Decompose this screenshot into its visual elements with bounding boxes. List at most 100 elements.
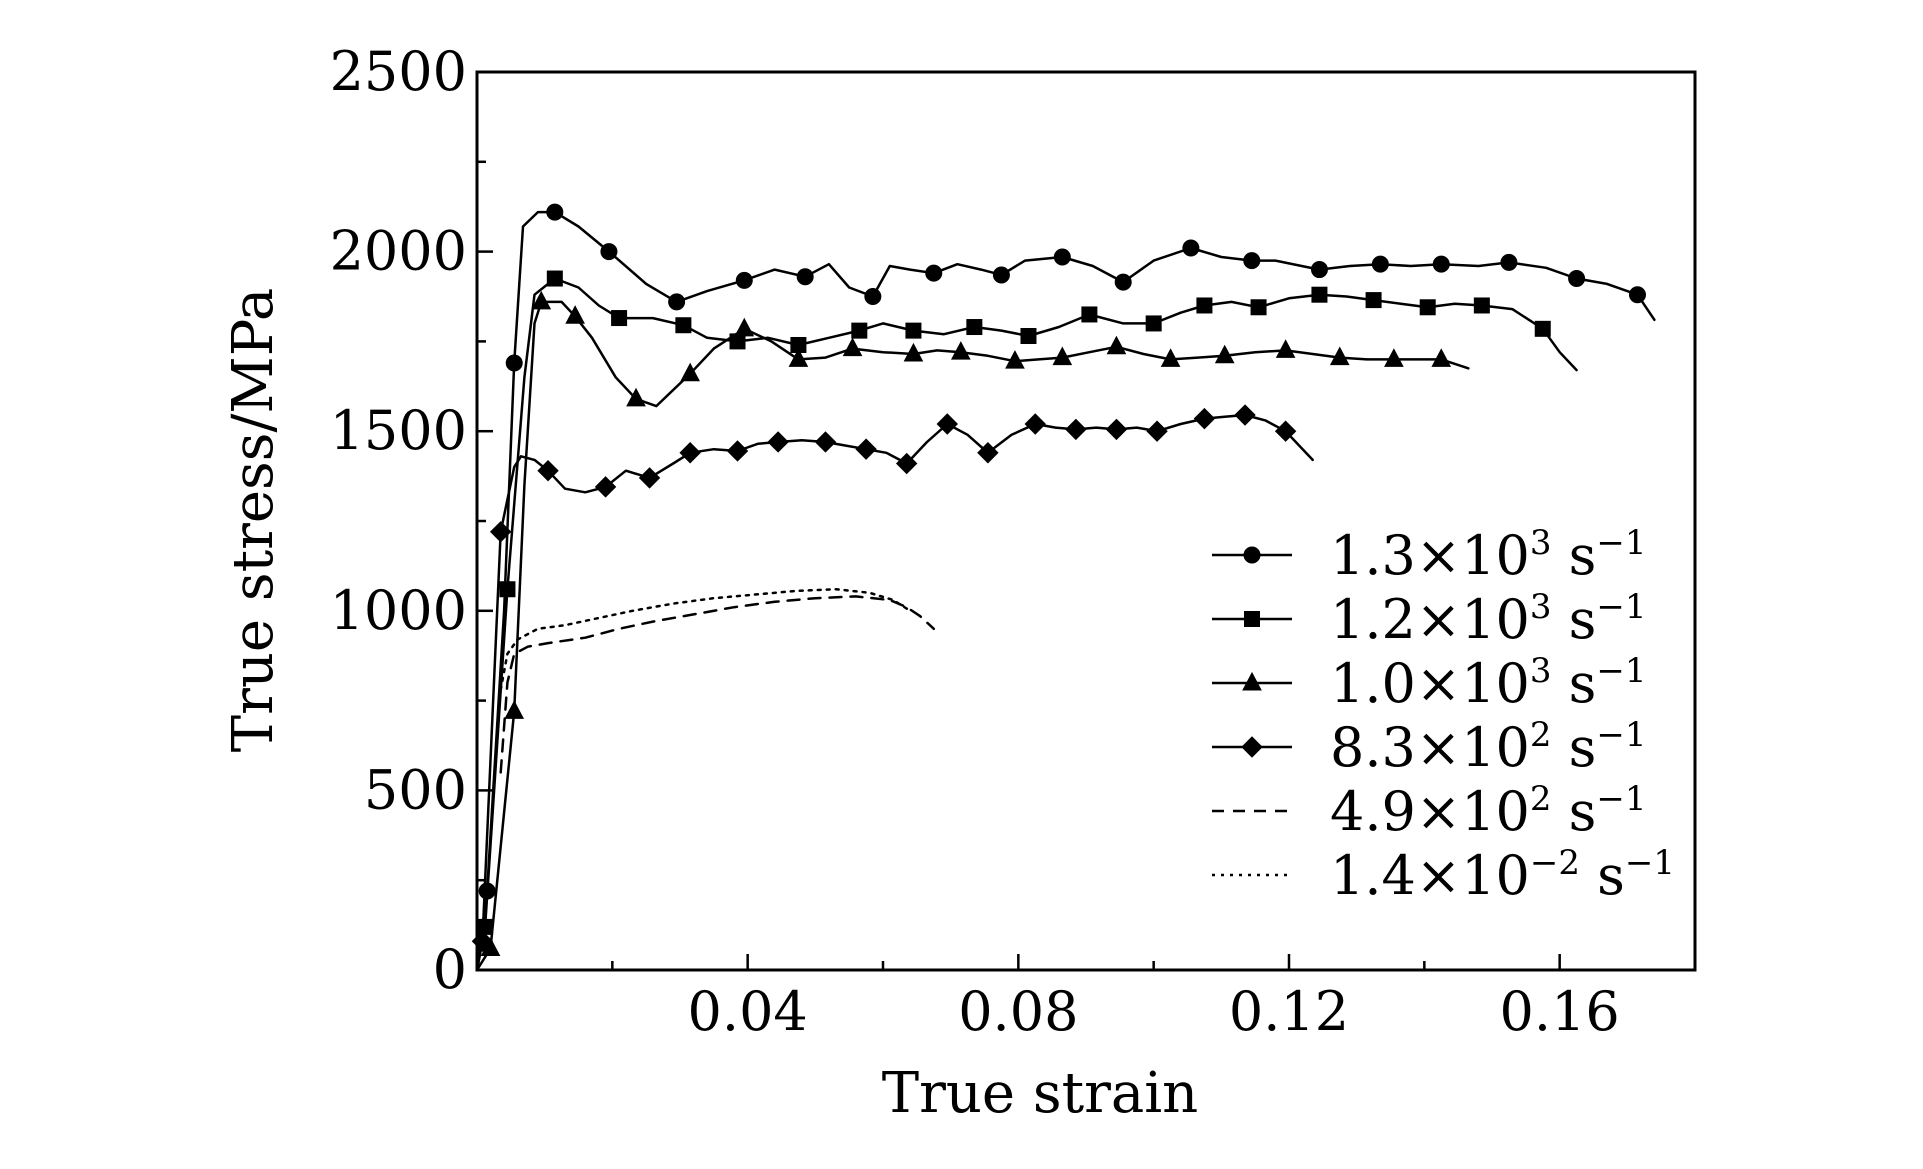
data-point-circle (796, 268, 814, 286)
data-point-diamond (1146, 420, 1168, 442)
data-point-triangle (626, 387, 646, 407)
data-point-circle (1310, 261, 1328, 279)
legend-entry: 8.3×102 s−1 (1212, 715, 1647, 779)
legend-label-mantissa: 1.2 (1330, 588, 1416, 651)
data-point-triangle (565, 305, 585, 324)
series-line (499, 595, 936, 774)
y-axis-label: True stress/MPa (221, 288, 286, 753)
series-line (475, 277, 1578, 972)
data-point-square (1244, 611, 1260, 627)
data-point-square (499, 581, 516, 598)
data-point-triangle (531, 290, 552, 310)
legend-label-base: 10 (1461, 588, 1530, 651)
data-point-square (905, 322, 922, 339)
legend-label-exp: −2 (1530, 843, 1580, 883)
data-point-triangle (1384, 348, 1404, 367)
data-point-triangle (1160, 348, 1181, 367)
data-point-triangle (788, 348, 809, 367)
x-tick-labels: 0.04 0.08 0.12 0.16 (688, 980, 1620, 1043)
data-point-circle (1628, 286, 1646, 304)
legend-label-times: × (1416, 780, 1461, 843)
series-2 (475, 270, 1578, 972)
data-point-diamond (489, 521, 512, 543)
legend-label-exp: 3 (1530, 523, 1552, 563)
data-point-circle (600, 243, 618, 261)
data-point-triangle (842, 337, 863, 357)
legend-label-mantissa: 1.0 (1330, 652, 1416, 715)
legend-label: 8.3×102 s−1 (1330, 715, 1647, 779)
data-point-diamond (1274, 420, 1297, 442)
data-point-triangle (680, 362, 700, 382)
data-point-circle (1182, 239, 1200, 257)
data-point-diamond (977, 442, 999, 464)
legend-label: 4.9×102 s−1 (1330, 779, 1647, 843)
data-point-circle (1500, 253, 1518, 271)
data-point-square (1473, 297, 1490, 314)
y-tick-label: 1000 (330, 579, 467, 642)
data-point-triangle (1275, 339, 1296, 358)
legend-label-base: 10 (1461, 652, 1530, 715)
data-point-triangle (1214, 344, 1235, 364)
legend-label: 1.4×10−2 s−1 (1330, 843, 1675, 907)
data-point-square (611, 310, 628, 327)
series-line (475, 210, 1656, 972)
legend-label-exp: 2 (1530, 779, 1552, 819)
data-point-square (1365, 292, 1382, 309)
data-point-triangle (1242, 671, 1262, 691)
y-tick-label: 2500 (330, 40, 467, 103)
series-layer (471, 203, 1656, 972)
series-5 (499, 595, 936, 774)
data-point-triangle (1106, 335, 1127, 355)
data-point-circle (1114, 273, 1132, 291)
legend-label-unit: s (1552, 588, 1597, 651)
legend-label-unit-exp: −1 (1596, 779, 1646, 819)
legend-label-mantissa: 1.4 (1330, 844, 1416, 907)
legend-label-base: 10 (1461, 844, 1530, 907)
data-point-diamond (726, 440, 749, 462)
legend-entry: 1.3×103 s−1 (1212, 523, 1647, 587)
data-point-triangle (1431, 348, 1452, 367)
series-line (475, 413, 1314, 972)
legend-label-unit-exp: −1 (1625, 843, 1675, 883)
data-point-diamond (855, 438, 877, 460)
series-line (499, 587, 912, 692)
legend-label-mantissa: 8.3 (1330, 716, 1416, 779)
data-point-square (1145, 315, 1162, 332)
legend-label-unit-exp: −1 (1596, 651, 1646, 691)
series-3 (475, 290, 1470, 972)
legend: 1.3×103 s−11.2×103 s−11.0×103 s−18.3×102… (1212, 523, 1675, 907)
data-point-diamond (1024, 413, 1046, 435)
data-point-circle (925, 264, 943, 282)
legend-label-mantissa: 1.3 (1330, 524, 1416, 587)
legend-label-times: × (1416, 652, 1461, 715)
data-point-circle (1432, 255, 1450, 273)
data-point-diamond (1065, 418, 1087, 441)
data-point-diamond (679, 442, 701, 464)
data-point-triangle (1005, 350, 1025, 369)
x-tick-label: 0.12 (1229, 980, 1349, 1043)
legend-label: 1.0×103 s−1 (1330, 651, 1647, 715)
data-point-diamond (895, 452, 918, 475)
y-tick-labels: 0 500 1000 1500 2000 2500 (330, 40, 467, 1001)
data-point-triangle (950, 341, 971, 360)
legend-label: 1.2×103 s−1 (1330, 587, 1647, 651)
data-point-square (675, 317, 692, 334)
legend-label-unit: s (1552, 780, 1597, 843)
data-point-square (1020, 328, 1037, 345)
data-point-square (1250, 299, 1267, 316)
data-point-square (851, 322, 868, 339)
y-tick-label: 1500 (330, 399, 467, 462)
legend-label-unit: s (1552, 524, 1597, 587)
data-point-diamond (594, 476, 617, 498)
data-point-diamond (471, 930, 494, 952)
data-point-diamond (1193, 407, 1216, 430)
legend-label-times: × (1416, 844, 1461, 907)
legend-label-exp: 3 (1530, 587, 1552, 627)
data-point-circle (505, 354, 523, 372)
data-point-triangle (903, 342, 924, 362)
data-point-diamond (767, 431, 789, 453)
data-point-square (966, 319, 983, 336)
legend-label: 1.3×103 s−1 (1330, 523, 1647, 587)
data-point-square (1311, 286, 1328, 303)
